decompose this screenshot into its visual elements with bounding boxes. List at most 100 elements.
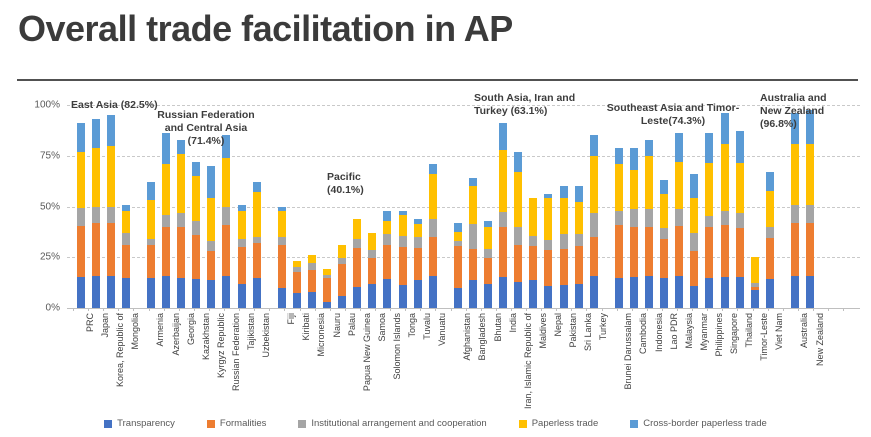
bar-segment-paperless-trade xyxy=(428,174,437,219)
bar-segment-transparency xyxy=(750,289,759,308)
bar-segment-transparency xyxy=(559,284,568,308)
axis-tick xyxy=(692,308,694,311)
bar-segment-transparency xyxy=(323,301,332,308)
bar-bhutan xyxy=(484,220,493,308)
legend-swatch xyxy=(206,419,215,428)
bar-segment-transparency xyxy=(574,283,583,308)
axis-tick xyxy=(299,308,301,311)
bar-segment-institutional-arrangement-and-cooperation xyxy=(307,263,316,271)
axis-tick xyxy=(103,308,105,311)
bar-segment-formalities xyxy=(559,249,568,285)
bar-thailand xyxy=(735,131,744,308)
bar-segment-paperless-trade xyxy=(468,186,477,224)
bar-segment-institutional-arrangement-and-cooperation xyxy=(323,274,332,278)
country-label: Thailand xyxy=(744,313,755,348)
group-annotation-line: Australia and xyxy=(760,92,827,104)
bar-segment-transparency xyxy=(162,275,171,308)
country-label: Fiji xyxy=(286,313,297,325)
country-label: Philippines xyxy=(713,313,724,357)
bar-segment-formalities xyxy=(428,236,437,276)
country-label: Maldives xyxy=(537,313,548,349)
country-label: India xyxy=(507,313,518,333)
bar-segment-paperless-trade xyxy=(307,255,316,264)
bar-myanmar xyxy=(690,174,699,308)
legend-item-formalities: Formalities xyxy=(206,418,266,429)
bar-segment-paperless-trade xyxy=(735,162,744,213)
axis-tick xyxy=(510,308,512,311)
legend-swatch xyxy=(518,419,527,428)
bar-segment-paperless-trade xyxy=(499,149,508,212)
country-label: Iran, Islamic Republic of xyxy=(522,313,533,410)
bar-timor-leste xyxy=(750,257,759,308)
bar-segment-cross-border-paperless-trade xyxy=(237,204,246,211)
country-label: Sri Lanka xyxy=(583,313,594,352)
country-label: Micronesia xyxy=(316,313,327,357)
bar-segment-institutional-arrangement-and-cooperation xyxy=(675,208,684,226)
axis-tick xyxy=(329,308,331,311)
bar-segment-formalities xyxy=(323,277,332,302)
country-label: Palau xyxy=(346,313,357,337)
axis-tick xyxy=(526,308,527,311)
legend-label: Cross-border paperless trade xyxy=(643,418,767,429)
bar-kiribati xyxy=(292,261,301,308)
bar-segment-cross-border-paperless-trade xyxy=(106,115,115,146)
bar-segment-cross-border-paperless-trade xyxy=(453,222,462,232)
bar-segment-paperless-trade xyxy=(645,155,654,209)
bar-maldives xyxy=(529,198,538,308)
country-label: Solomon Islands xyxy=(391,313,402,380)
country-label: Bangladesh xyxy=(477,313,488,361)
bar-segment-formalities xyxy=(806,222,815,276)
bar-segment-formalities xyxy=(499,226,508,277)
bar-segment-cross-border-paperless-trade xyxy=(192,161,201,177)
bar-segment-formalities xyxy=(121,245,130,278)
group-annotation-line: South Asia, Iran and xyxy=(474,92,576,104)
legend-label: Transparency xyxy=(117,418,175,429)
bar-segment-cross-border-paperless-trade xyxy=(660,180,669,195)
legend-swatch xyxy=(298,419,307,428)
bar-segment-institutional-arrangement-and-cooperation xyxy=(574,233,583,247)
bar-segment-transparency xyxy=(338,295,347,308)
bar-segment-institutional-arrangement-and-cooperation xyxy=(398,235,407,248)
bar-armenia xyxy=(146,182,155,308)
country-label: Nauru xyxy=(331,313,342,338)
country-label: Nepal xyxy=(552,313,563,337)
axis-tick xyxy=(828,308,829,311)
axis-tick xyxy=(767,308,769,311)
bar-segment-institutional-arrangement-and-cooperation xyxy=(559,233,568,250)
axis-tick xyxy=(178,308,180,311)
bar-segment-formalities xyxy=(750,286,759,290)
axis-tick xyxy=(375,308,376,311)
bar-segment-cross-border-paperless-trade xyxy=(574,186,583,203)
bar-segment-institutional-arrangement-and-cooperation xyxy=(252,236,261,244)
bar-segment-transparency xyxy=(237,283,246,308)
bar-segment-institutional-arrangement-and-cooperation xyxy=(790,204,799,223)
bar-sri-lanka xyxy=(574,186,583,308)
bar-segment-institutional-arrangement-and-cooperation xyxy=(720,210,729,225)
bar-segment-transparency xyxy=(177,277,186,308)
axis-tick xyxy=(450,308,452,311)
country-label: Tajikistan xyxy=(246,313,257,351)
bar-segment-transparency xyxy=(428,275,437,308)
axis-tick xyxy=(541,308,543,311)
bar-segment-transparency xyxy=(76,276,85,308)
axis-tick xyxy=(631,308,633,311)
bar-segment-transparency xyxy=(806,275,815,308)
group-annotation-line: Turkey (63.1%) xyxy=(474,105,548,117)
page-title: Overall trade facilitation in AP xyxy=(18,8,513,49)
legend-swatch xyxy=(104,419,113,428)
bar-segment-formalities xyxy=(468,249,477,280)
bar-segment-paperless-trade xyxy=(660,194,669,228)
bar-segment-transparency xyxy=(192,278,201,308)
country-label: Armenia xyxy=(155,313,166,347)
bar-segment-formalities xyxy=(544,250,553,286)
bar-tonga xyxy=(398,210,407,308)
bar-segment-cross-border-paperless-trade xyxy=(589,135,598,156)
bar-segment-transparency xyxy=(705,277,714,308)
bar-iran-islamic-republic-of xyxy=(514,151,523,308)
bar-segment-institutional-arrangement-and-cooperation xyxy=(368,250,377,259)
y-axis-label: 100% xyxy=(34,99,60,111)
bar-bangladesh xyxy=(468,178,477,308)
bar-segment-paperless-trade xyxy=(106,145,115,207)
bar-segment-formalities xyxy=(675,225,684,276)
bar-segment-paperless-trade xyxy=(589,155,598,213)
